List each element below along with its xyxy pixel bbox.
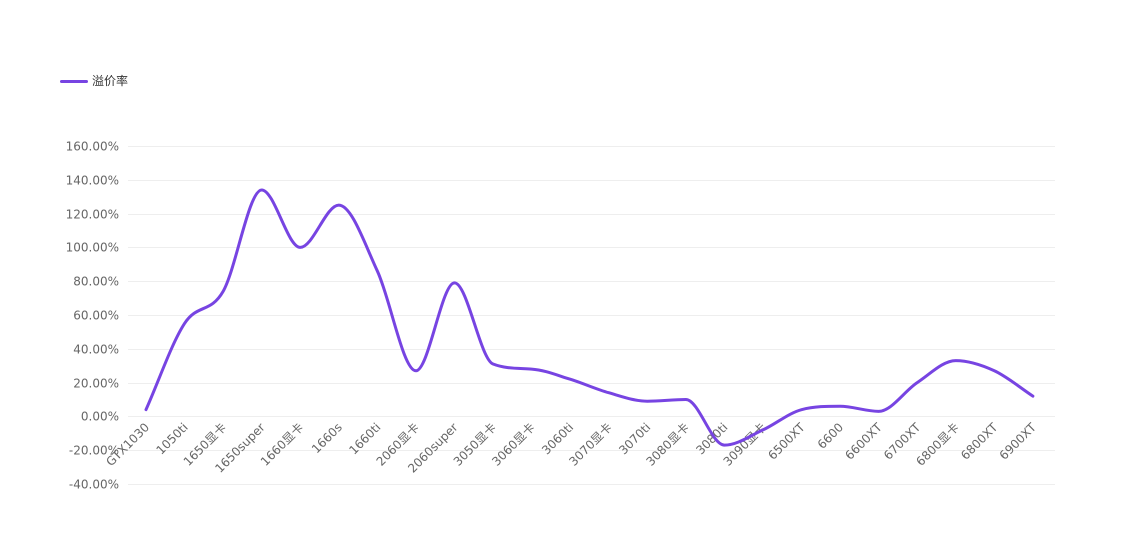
legend-line-swatch (60, 79, 88, 83)
y-tick-label: 60.00% (73, 309, 119, 323)
x-tick-label: 3060ti (539, 420, 576, 457)
legend-label: 溢价率 (92, 74, 129, 88)
data-point[interactable] (373, 267, 381, 275)
x-tick-label: 6600XT (842, 420, 885, 463)
data-point[interactable] (528, 365, 536, 373)
data-point[interactable] (489, 360, 497, 368)
x-tick-label: 1660ti (346, 420, 383, 457)
y-tick-label: -20.00% (69, 444, 119, 458)
data-point[interactable] (142, 406, 150, 414)
grid-layer (128, 146, 1055, 485)
data-point[interactable] (181, 319, 189, 327)
x-tick-label: 1050ti (154, 420, 191, 457)
y-tick-label: 160.00% (66, 140, 119, 154)
data-point[interactable] (875, 407, 883, 415)
data-point[interactable] (1029, 392, 1037, 400)
y-tick-label: 0.00% (81, 410, 119, 424)
data-point[interactable] (450, 279, 458, 287)
y-tick-label: -40.00% (69, 478, 119, 492)
data-point[interactable] (759, 426, 767, 434)
y-tick-label: 100.00% (66, 241, 119, 255)
data-point[interactable] (913, 379, 921, 387)
data-point[interactable] (605, 389, 613, 397)
y-tick-label: 140.00% (66, 174, 119, 188)
legend[interactable]: 溢价率 (60, 74, 128, 88)
data-point[interactable] (990, 367, 998, 375)
series-line[interactable] (144, 188, 1035, 447)
x-tick-label: 6900XT (997, 420, 1040, 463)
y-tick-label: 40.00% (73, 343, 119, 357)
data-point[interactable] (219, 287, 227, 295)
data-point[interactable] (335, 201, 343, 209)
data-point[interactable] (258, 186, 266, 194)
data-point[interactable] (296, 243, 304, 251)
x-tick-label: 6800XT (958, 420, 1001, 463)
y-axis-ticks: -40.00% -20.00% 0.00% 20.00% 40.00% 60.00% 80.… (66, 140, 119, 492)
data-point[interactable] (952, 357, 960, 365)
series-layer (142, 186, 1037, 449)
data-point[interactable] (836, 402, 844, 410)
y-tick-label: 80.00% (73, 275, 119, 289)
x-tick-label: 6600 (815, 420, 846, 451)
y-tick-label: 120.00% (66, 208, 119, 222)
data-point[interactable] (798, 406, 806, 414)
data-point[interactable] (566, 375, 574, 383)
y-tick-label: 20.00% (73, 377, 119, 391)
data-point[interactable] (682, 396, 690, 404)
x-tick-label: 3080ti (693, 420, 730, 457)
data-point[interactable] (412, 367, 420, 375)
data-point[interactable] (720, 441, 728, 449)
data-point[interactable] (643, 397, 651, 405)
x-tick-label: 3070ti (616, 420, 653, 457)
